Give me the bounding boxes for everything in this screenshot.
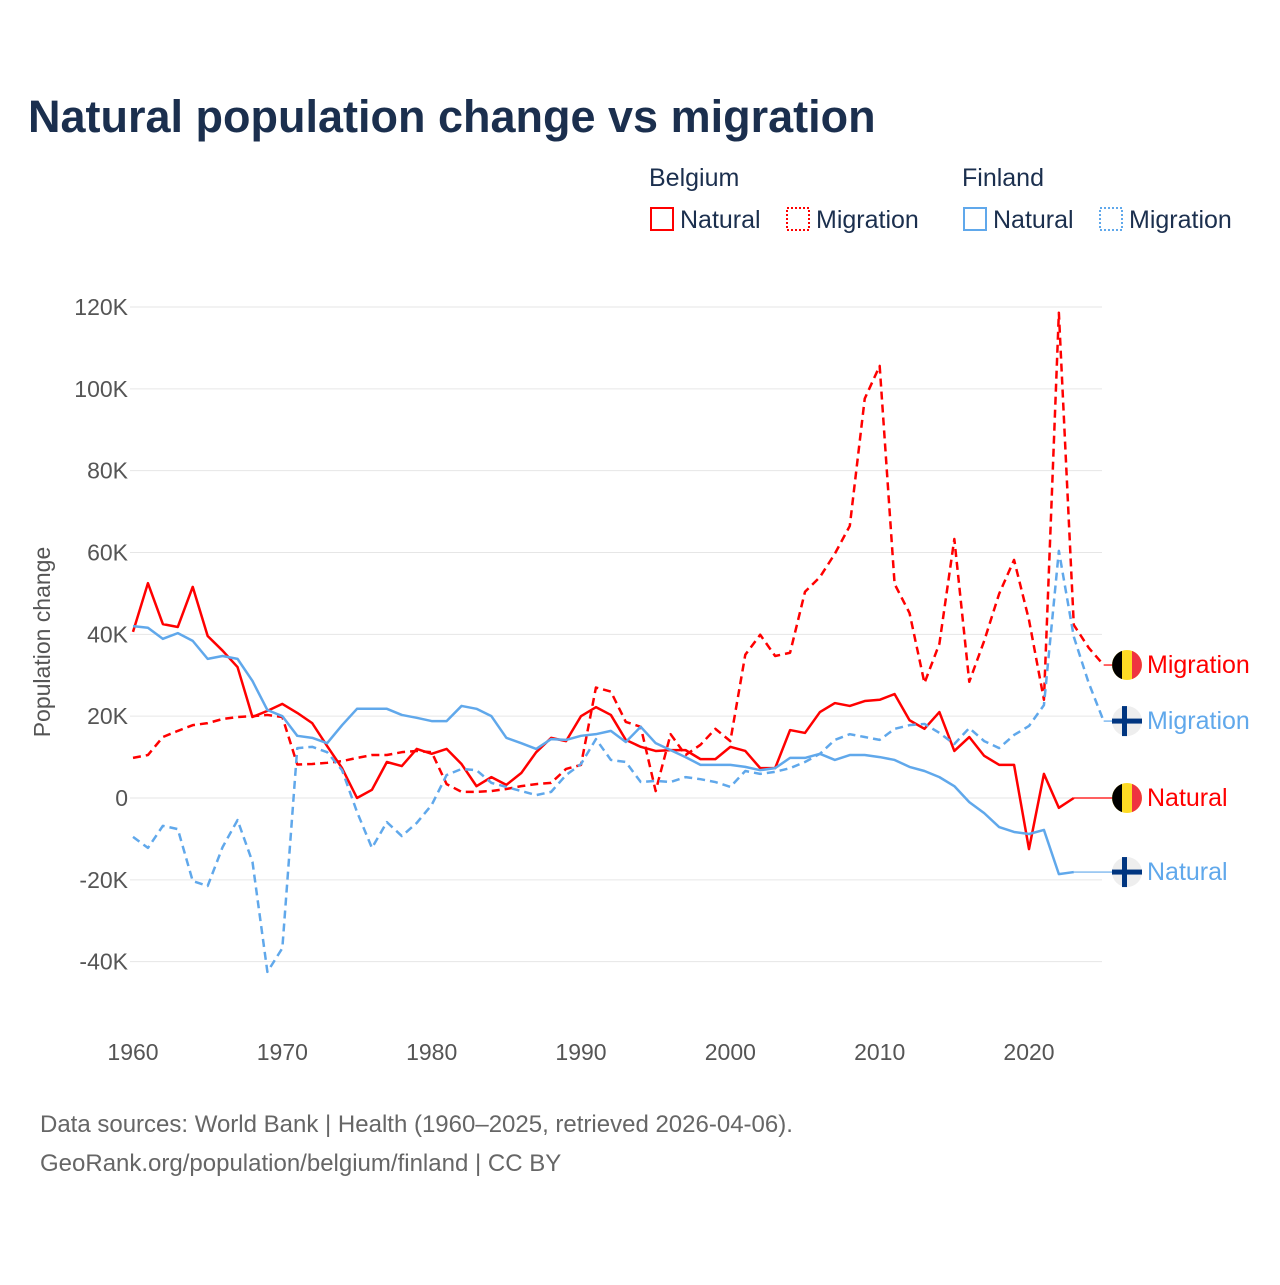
y-tick-label: 0: [115, 785, 128, 811]
series-lines: [131, 311, 1115, 974]
end-label-text: Migration: [1147, 651, 1250, 679]
flag-cross-v: [1122, 706, 1127, 737]
end-label-text: Natural: [1147, 784, 1228, 812]
legend-group-title: Finland: [962, 164, 1044, 192]
gridlines: [130, 306, 1102, 963]
y-axis-label: Population change: [29, 547, 55, 738]
x-tick-label: 1970: [257, 1039, 308, 1065]
end-labels: Natural Migration Natural Migration: [1112, 650, 1250, 888]
x-tick-label: 2000: [705, 1039, 756, 1065]
legend-swatch-belgium-migration: [786, 207, 810, 231]
legend: Belgium Natural Migration Finland Natura…: [649, 164, 1232, 234]
legend-entry[interactable]: Migration: [1129, 206, 1232, 234]
legend-group-title: Belgium: [649, 164, 739, 192]
footer-credit[interactable]: GeoRank.org/population/belgium/finland |…: [40, 1150, 561, 1177]
series-line-belgium-migration: [132, 311, 1105, 794]
y-tick-label: 20K: [87, 703, 129, 729]
y-tick-label: 80K: [87, 458, 129, 484]
end-label-finland-natural: Natural: [1112, 857, 1228, 888]
y-ticks: -40K -20K 0 20K 40K 60K 80K 100K 120K: [74, 294, 128, 975]
end-label-text: Natural: [1147, 858, 1228, 886]
footer-source: Data sources: World Bank | Health (1960–…: [40, 1111, 793, 1138]
flag-cross-v: [1122, 857, 1127, 888]
y-tick-label: 60K: [87, 540, 129, 566]
series-line-finland-natural: [132, 624, 1074, 876]
y-tick-label: 100K: [74, 376, 128, 402]
x-tick-label: 1990: [555, 1039, 606, 1065]
x-tick-label: 1980: [406, 1039, 457, 1065]
legend-swatch-finland-natural: [963, 207, 987, 231]
end-label-text: Migration: [1147, 707, 1250, 735]
legend-entry[interactable]: Natural: [680, 206, 761, 234]
legend-swatch-finland-migration: [1099, 207, 1123, 231]
y-tick-label: -40K: [79, 949, 128, 975]
series-line-finland-migration: [132, 549, 1105, 974]
flag-stripe-red: [1132, 650, 1142, 680]
legend-swatch-belgium-natural: [650, 207, 674, 231]
series-line-belgium-natural: [131, 581, 1075, 851]
flag-stripe-red: [1132, 783, 1142, 813]
legend-entry[interactable]: Natural: [993, 206, 1074, 234]
x-ticks: 1960 1970 1980 1990 2000 2010 2020: [107, 1039, 1054, 1065]
x-tick-label: 1960: [107, 1039, 158, 1065]
flag-stripe-black: [1112, 783, 1122, 813]
end-label-belgium-natural: Natural: [1112, 783, 1228, 813]
y-tick-label: -20K: [79, 867, 128, 893]
x-tick-label: 2010: [854, 1039, 905, 1065]
chart-title: Natural population change vs migration: [28, 91, 876, 142]
y-tick-label: 120K: [74, 294, 128, 320]
flag-stripe-black: [1112, 650, 1122, 680]
end-label-belgium-migration: Migration: [1112, 650, 1250, 681]
legend-entry[interactable]: Migration: [816, 206, 919, 234]
end-label-finland-migration: Migration: [1112, 706, 1250, 737]
x-tick-label: 2020: [1003, 1039, 1054, 1065]
y-tick-label: 40K: [87, 621, 129, 647]
